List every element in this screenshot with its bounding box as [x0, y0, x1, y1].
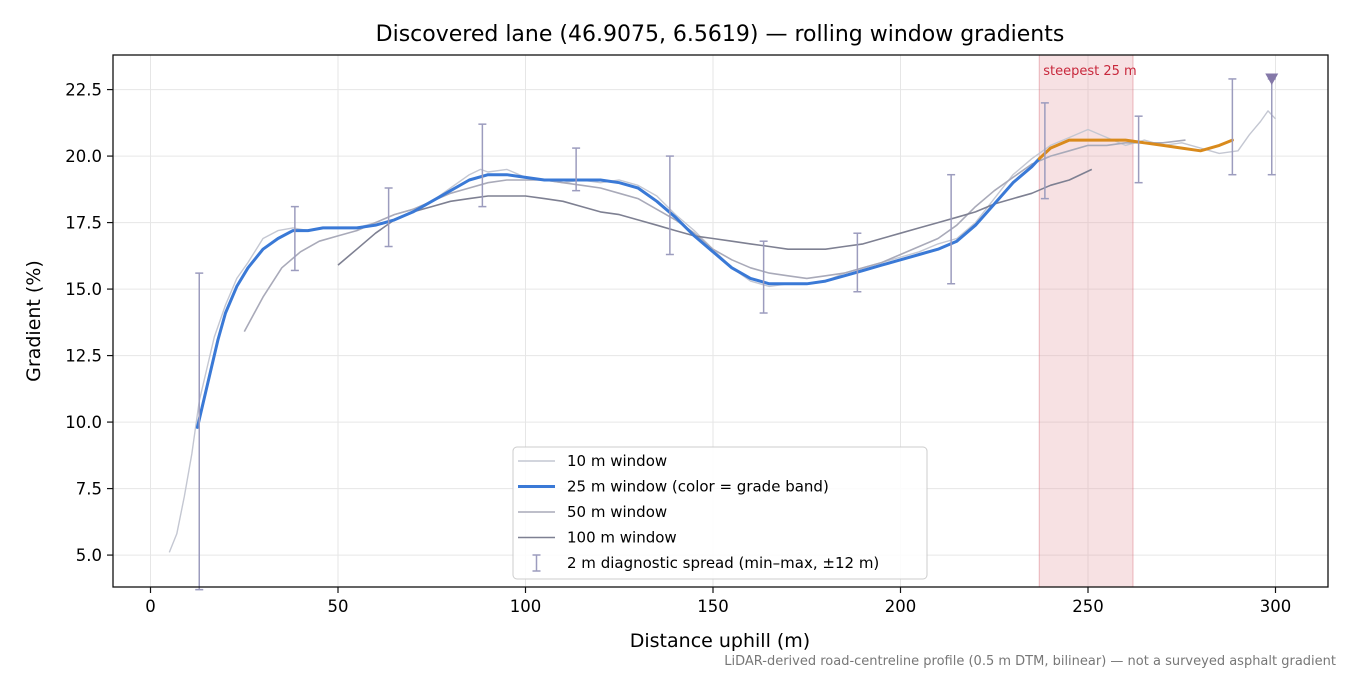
legend-label-1: 25 m window (color = grade band)	[567, 478, 829, 496]
x-tick-label-1: 50	[328, 597, 349, 616]
x-tick-label-4: 200	[885, 597, 917, 616]
legend: 10 m window 25 m window (color = grade ba…	[512, 446, 928, 580]
error-bar-7	[853, 232, 862, 293]
error-bar-3	[478, 123, 487, 208]
error-bar-1	[290, 205, 299, 272]
legend-box	[512, 446, 928, 580]
footnote: LiDAR-derived road-centreline profile (0…	[724, 654, 1336, 669]
chart-title: Discovered lane (46.9075, 6.5619) — roll…	[376, 22, 1065, 47]
error-bars	[195, 78, 1276, 591]
error-bar-9	[1040, 102, 1049, 200]
y-tick-label-3: 12.5	[65, 347, 102, 366]
error-bar-6	[759, 240, 768, 314]
x-tick-label-5: 250	[1072, 597, 1104, 616]
y-tick-label-7: 22.5	[65, 81, 102, 100]
error-bar-4	[572, 147, 581, 192]
series-line-2	[243, 139, 1186, 332]
x-tick-label-0: 0	[145, 597, 156, 616]
y-tick-label-6: 20.0	[65, 147, 102, 166]
steepest-band	[1038, 54, 1134, 588]
x-tick-label-2: 100	[510, 597, 542, 616]
x-axis-ticks: 0 50 100 150 200 250 300	[145, 587, 1291, 616]
error-bar-10	[1134, 115, 1143, 184]
error-bar-0	[195, 272, 204, 591]
error-bar-5	[665, 155, 674, 256]
x-tick-label-6: 300	[1260, 597, 1292, 616]
error-bar-11	[1228, 78, 1237, 176]
y-axis-label: Gradient (%)	[23, 260, 45, 382]
x-tick-label-3: 150	[697, 597, 729, 616]
grid-lines	[113, 55, 1328, 587]
series-25m-line	[195, 157, 1041, 429]
end-marker-triangle	[1265, 73, 1279, 85]
plot-frame	[112, 54, 1329, 588]
legend-label-errorbar: 2 m diagnostic spread (min–max, ±12 m)	[567, 554, 879, 572]
x-axis-label: Distance uphill (m)	[630, 630, 810, 652]
y-tick-label-4: 15.0	[65, 280, 102, 299]
legend-label-0: 10 m window	[567, 452, 667, 470]
legend-label-3: 100 m window	[567, 529, 677, 547]
y-tick-label-1: 7.5	[76, 480, 102, 499]
series-line-3	[337, 168, 1093, 266]
error-bar-8	[947, 173, 956, 285]
y-tick-label-5: 17.5	[65, 214, 102, 233]
error-bar-12	[1267, 78, 1276, 176]
legend-label-2: 50 m window	[567, 503, 667, 521]
series-line-0	[168, 110, 1277, 553]
steepest-band-label: steepest 25 m	[1043, 64, 1136, 79]
legend-swatch-errorbar	[532, 554, 541, 572]
series-25m-steep-segment	[1037, 138, 1234, 161]
y-tick-label-2: 10.0	[65, 413, 102, 432]
y-axis-ticks: 5.0 7.5 10.0 12.5 15.0 17.5 20.0 22.5	[65, 81, 113, 565]
error-bar-2	[384, 187, 393, 248]
y-tick-label-0: 5.0	[76, 546, 102, 565]
series-layer	[168, 110, 1277, 553]
